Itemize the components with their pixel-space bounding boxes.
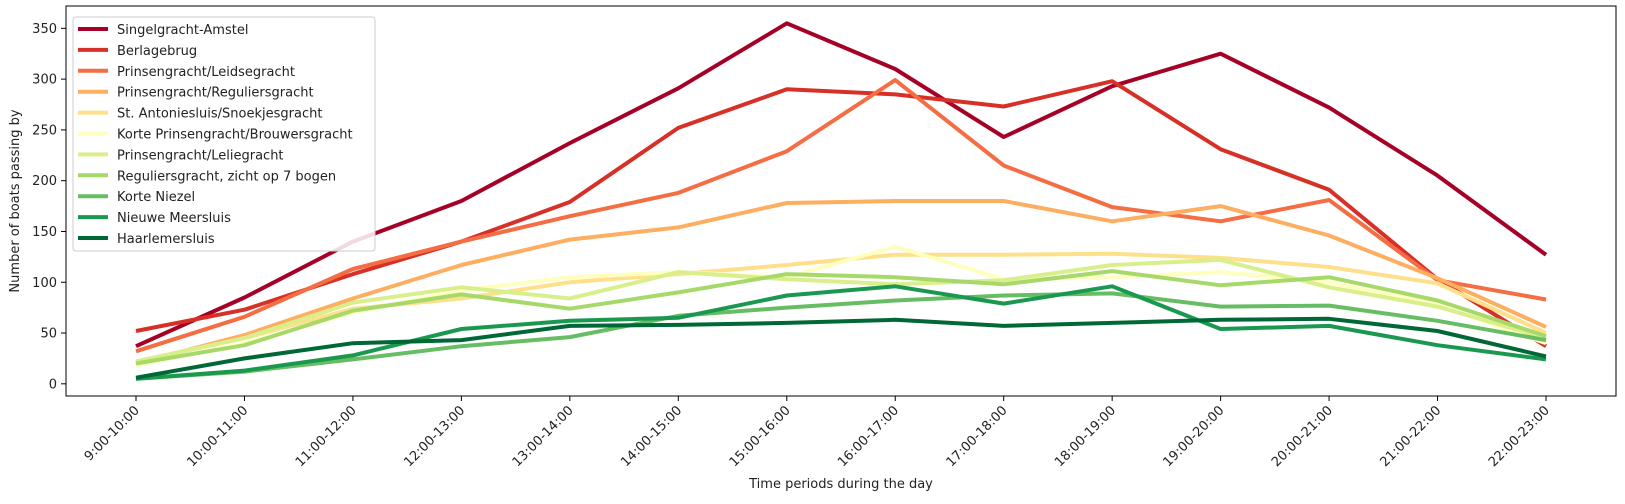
plot-lines	[135, 21, 1548, 381]
y-tick-label: 0	[49, 377, 57, 392]
series-line-7	[135, 269, 1547, 366]
y-axis-title: Number of boats passing by	[8, 109, 23, 292]
legend-label: Reguliersgracht, zicht op 7 bogen	[117, 169, 336, 184]
y-tick-label: 350	[32, 22, 57, 37]
legend-label: Korte Prinsengracht/Brouwersgracht	[117, 128, 353, 143]
series-line-1	[135, 79, 1548, 348]
legend-label: Korte Niezel	[117, 190, 195, 205]
legend-frame	[72, 16, 376, 252]
series-line-9	[135, 284, 1547, 381]
y-tick-label: 200	[32, 174, 57, 189]
y-tick-label: 150	[32, 225, 57, 240]
legend: Singelgracht-Amstel Berlagebrug Prinsengra…	[72, 16, 376, 252]
series-line-2	[135, 78, 1547, 354]
legend-label: Prinsengracht/Leliegracht	[117, 148, 284, 163]
x-axis-title: Time periods during the day	[748, 477, 933, 492]
legend-label: St. Antoniesluis/Snoekjesgracht	[117, 107, 322, 122]
legend-label: Prinsengracht/Leidsegracht	[117, 65, 295, 80]
series-line-6	[135, 257, 1547, 364]
legend-label: Berlagebrug	[117, 44, 197, 59]
y-axis: 0 50 100 150 200 250 300 350	[32, 22, 66, 392]
plot-frame	[65, 5, 1617, 397]
y-tick-label: 50	[40, 327, 57, 342]
series-line-3	[135, 199, 1547, 366]
legend-label: Prinsengracht/Reguliersgracht	[117, 86, 314, 101]
y-tick-label: 250	[32, 123, 57, 138]
legend-label: Singelgracht-Amstel	[117, 23, 248, 38]
series-line-10	[135, 316, 1547, 380]
legend-label: Nieuwe Meersluis	[117, 211, 231, 226]
series-line-8	[135, 291, 1547, 381]
y-tick-label: 300	[32, 73, 57, 88]
y-tick-label: 100	[32, 276, 57, 291]
legend-label: Haarlemersluis	[117, 232, 215, 247]
